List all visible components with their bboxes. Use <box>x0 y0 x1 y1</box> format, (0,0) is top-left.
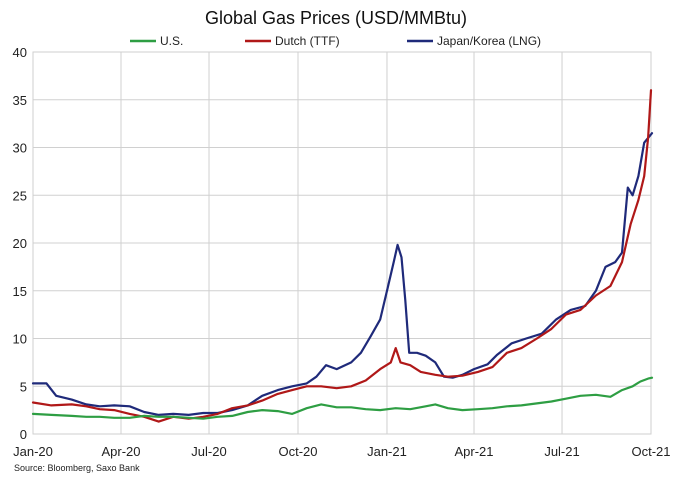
y-tick-label: 35 <box>13 93 27 108</box>
legend: U.S. Dutch (TTF) Japan/Korea (LNG) <box>130 34 541 48</box>
chart-title: Global Gas Prices (USD/MMBtu) <box>205 8 467 28</box>
chart-source: Source: Bloomberg, Saxo Bank <box>14 463 140 473</box>
y-tick-label: 10 <box>13 332 27 347</box>
legend-item-u-s: U.S. <box>130 34 183 48</box>
series-line-u-s <box>31 376 654 420</box>
y-tick-label: 20 <box>13 236 27 251</box>
x-tick-label: Apr-20 <box>101 444 140 459</box>
x-tick-label: Oct-20 <box>278 444 317 459</box>
legend-item-dutch-ttf: Dutch (TTF) <box>245 34 340 48</box>
series-line-dutch-ttf <box>31 89 653 423</box>
legend-label: U.S. <box>160 34 183 48</box>
legend-label: Japan/Korea (LNG) <box>437 34 541 48</box>
legend-item-japan-korea-lng: Japan/Korea (LNG) <box>407 34 541 48</box>
grid-layer <box>32 51 652 435</box>
plot-frame <box>32 51 652 435</box>
legend-label: Dutch (TTF) <box>275 34 340 48</box>
x-tick-label: Jan-21 <box>367 444 407 459</box>
y-tick-label: 0 <box>20 427 27 442</box>
x-tick-label: Jul-21 <box>544 444 579 459</box>
y-tick-label: 40 <box>13 45 27 60</box>
x-tick-label: Jan-20 <box>13 444 53 459</box>
series-layer <box>31 89 654 423</box>
x-tick-label: Oct-21 <box>631 444 670 459</box>
y-tick-label: 25 <box>13 188 27 203</box>
axis-layer: 0 5 10 15 20 25 30 35 40 Jan-20 Apr-20 Jul-20 Oct-20… <box>13 45 671 459</box>
x-tick-label: Apr-21 <box>454 444 493 459</box>
x-tick-label: Jul-20 <box>191 444 226 459</box>
y-tick-label: 15 <box>13 284 27 299</box>
series-line-japan-korea-lng <box>31 132 654 416</box>
y-tick-label: 5 <box>20 379 27 394</box>
y-tick-label: 30 <box>13 141 27 156</box>
